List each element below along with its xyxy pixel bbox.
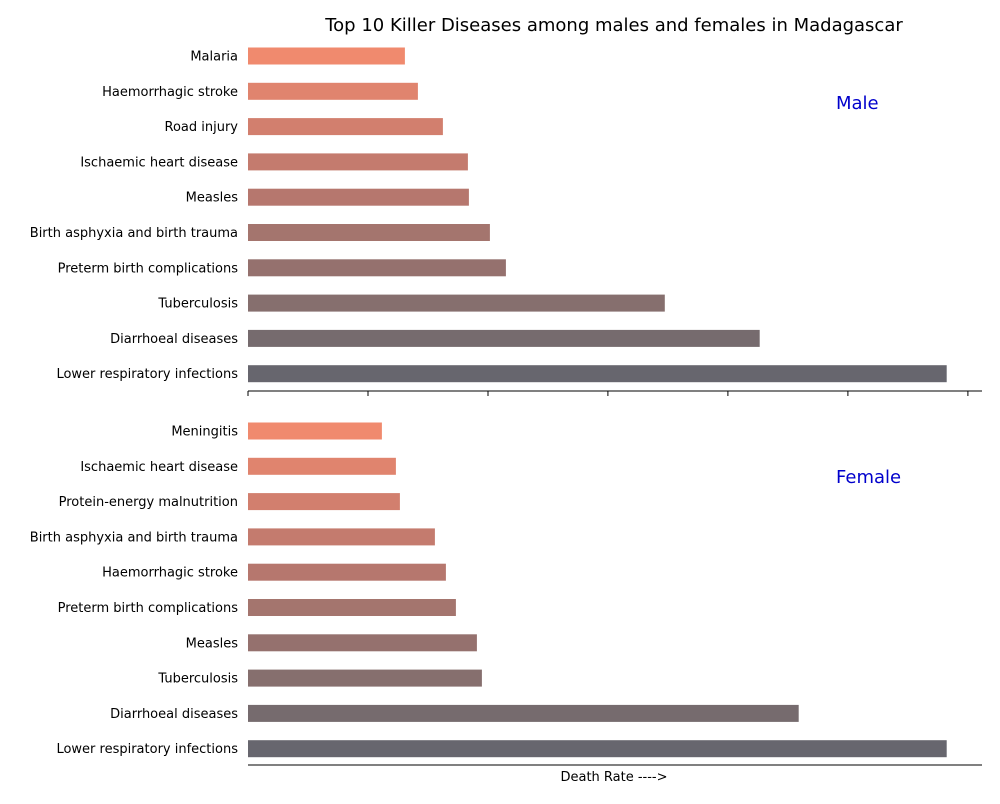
category-label: Birth asphyxia and birth trauma [30, 530, 238, 545]
bar [248, 740, 947, 758]
bar [248, 188, 469, 206]
category-label: Meningitis [171, 425, 238, 440]
bar [248, 563, 446, 581]
category-label: Measles [186, 191, 239, 206]
bar [248, 294, 665, 312]
bar [248, 47, 405, 65]
category-label: Measles [186, 636, 239, 651]
category-label: Diarrhoeal diseases [110, 332, 238, 347]
category-label: Lower respiratory infections [56, 367, 238, 382]
category-label: Diarrhoeal diseases [110, 707, 238, 722]
panel-label: Male [836, 93, 879, 114]
bar [248, 224, 490, 241]
panel-female: Meningitis Ischaemic heart disease Protein… [30, 422, 982, 766]
panels-layer: Malaria Haemorrhagic stroke Road injury Isc… [30, 47, 982, 766]
x-axis-label: Death Rate ----> [560, 770, 667, 785]
bar [248, 599, 456, 616]
chart-title: Top 10 Killer Diseases among males and f… [324, 15, 903, 36]
bar [248, 634, 477, 652]
category-label: Birth asphyxia and birth trauma [30, 226, 238, 241]
bar [248, 329, 760, 347]
category-label: Malaria [190, 50, 238, 65]
category-label: Ischaemic heart disease [80, 155, 238, 170]
category-label: Haemorrhagic stroke [102, 566, 238, 581]
bar [248, 118, 443, 136]
bar [248, 528, 435, 546]
bar [248, 457, 396, 475]
bar [248, 365, 947, 383]
bar [248, 82, 418, 100]
category-label: Protein-energy malnutrition [59, 495, 238, 510]
bar [248, 422, 382, 440]
bar [248, 259, 506, 277]
category-label: Preterm birth complications [58, 601, 239, 616]
panel-male: Malaria Haemorrhagic stroke Road injury Isc… [30, 47, 982, 396]
category-label: Road injury [165, 120, 239, 135]
bar [248, 704, 799, 722]
bar [248, 669, 482, 687]
category-label: Tuberculosis [157, 297, 238, 312]
panel-label: Female [836, 467, 901, 488]
category-label: Lower respiratory infections [56, 742, 238, 757]
bar [248, 493, 400, 511]
category-label: Preterm birth complications [58, 261, 239, 276]
bar [248, 153, 468, 171]
category-label: Haemorrhagic stroke [102, 85, 238, 100]
category-label: Tuberculosis [157, 672, 238, 687]
category-label: Ischaemic heart disease [80, 460, 238, 475]
